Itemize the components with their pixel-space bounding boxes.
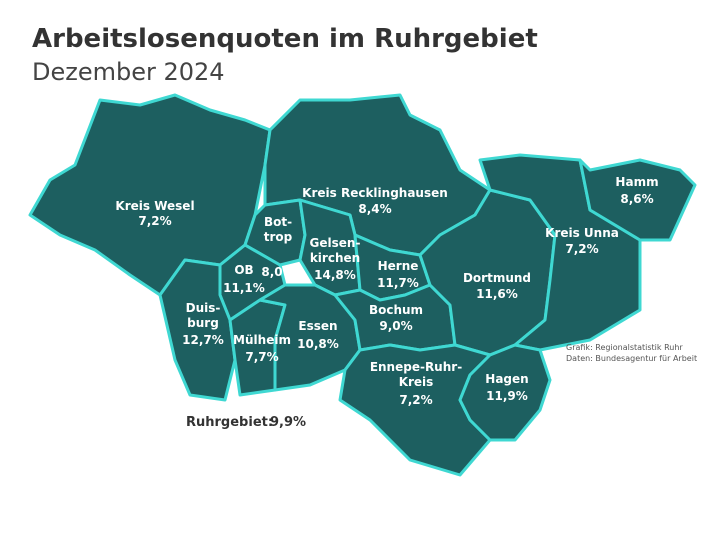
total-label: Ruhrgebiet:: [186, 415, 273, 430]
region-value: 11,1%: [223, 281, 265, 295]
region-name: Mülheim: [233, 333, 291, 347]
region-name: Hagen: [485, 372, 528, 386]
region-value: 8,4%: [358, 202, 391, 216]
region-name: OB: [234, 263, 253, 277]
region-name: burg: [187, 316, 219, 330]
regions: [28, 93, 697, 477]
region-value: 7,2%: [565, 242, 598, 256]
total-value: 9,9%: [270, 415, 306, 430]
region-name: Hamm: [615, 175, 658, 189]
region-value: 10,8%: [297, 337, 339, 351]
region: [158, 258, 237, 402]
region-value: 7,2%: [138, 214, 171, 228]
region-name: kirchen: [310, 251, 360, 265]
source: Grafik: Regionalstatistik Ruhr: [566, 343, 683, 352]
source: Daten: Bundesagentur für Arbeit: [566, 354, 697, 363]
region-value: 11,9%: [486, 389, 528, 403]
region-value: 7,7%: [245, 350, 278, 364]
region: [578, 158, 697, 242]
region-value: 8,6%: [620, 192, 653, 206]
subtitle: Dezember 2024: [32, 58, 225, 86]
region-name: Dortmund: [463, 271, 531, 285]
region-name: Kreis Unna: [545, 226, 619, 240]
region-name: Bochum: [369, 303, 423, 317]
region-name: Duis-: [186, 301, 221, 315]
title: Arbeitslosenquoten im Ruhrgebiet: [32, 24, 538, 54]
region-value: 14,8%: [314, 268, 356, 282]
region: [478, 153, 642, 352]
region-value: 9,0%: [379, 319, 412, 333]
region-value: 8,0%: [261, 265, 294, 279]
region-value: 11,7%: [377, 276, 419, 290]
region-value: 12,7%: [182, 333, 224, 347]
region: [458, 343, 552, 442]
region-name: Ennepe-Ruhr-: [370, 360, 462, 374]
region-value: 11,6%: [476, 287, 518, 301]
region-name: Gelsen-: [310, 236, 361, 250]
region-name: trop: [264, 230, 293, 244]
region-name: Bot-: [264, 215, 292, 229]
region-name: Essen: [298, 319, 337, 333]
region-value: 7,2%: [399, 393, 432, 407]
region-name: Kreis: [399, 375, 434, 389]
region-name: Kreis Recklinghausen: [302, 186, 448, 200]
region-name: Kreis Wesel: [115, 199, 194, 213]
region-name: Herne: [378, 259, 419, 273]
